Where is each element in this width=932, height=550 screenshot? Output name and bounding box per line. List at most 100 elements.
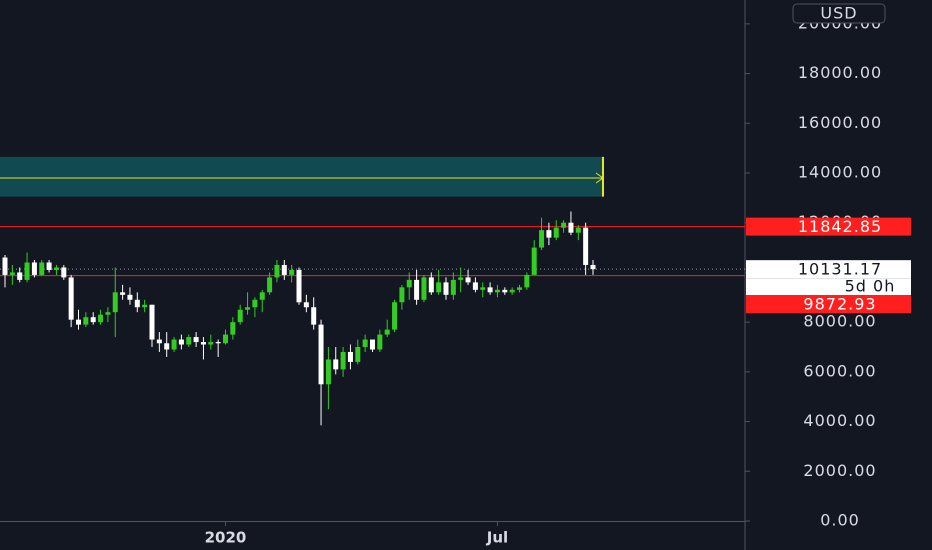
- candle-body: [362, 339, 368, 348]
- candle-body: [90, 317, 96, 323]
- y-tick-label: 16000.00: [798, 113, 882, 132]
- candle-body: [340, 351, 346, 370]
- candle-body: [421, 277, 427, 300]
- price-line-label: 11842.85: [798, 217, 882, 236]
- candle-body: [347, 351, 353, 362]
- candle-body: [296, 269, 302, 303]
- candle-body: [120, 292, 126, 295]
- candle-body: [355, 347, 361, 362]
- candle-body: [223, 334, 228, 344]
- candle-body: [17, 272, 23, 280]
- candle-body: [311, 307, 317, 325]
- candle-body: [392, 302, 398, 330]
- x-tick-label: Jul: [486, 529, 508, 547]
- candle-body: [436, 282, 442, 293]
- price-line-label-box: [746, 217, 911, 236]
- candle-body: [428, 277, 434, 293]
- candle-body: [517, 287, 522, 290]
- candle-body: [259, 292, 265, 300]
- candle-body: [252, 299, 258, 308]
- y-tick-label: 4000.00: [803, 411, 876, 430]
- candle-body: [590, 264, 596, 270]
- candle-body: [39, 262, 45, 275]
- price-line-label-box: [746, 295, 911, 314]
- candle-body: [450, 279, 456, 295]
- candle-body: [472, 282, 478, 290]
- y-tick-label: 0.00: [820, 511, 860, 530]
- last-price-label: 10131.17: [798, 260, 882, 279]
- candle-body: [127, 294, 133, 300]
- candle-body: [46, 262, 52, 270]
- candle-body: [149, 304, 155, 340]
- candle-body: [531, 247, 537, 275]
- candle-body: [333, 359, 339, 370]
- candle-body: [494, 289, 500, 293]
- candle-body: [575, 227, 581, 233]
- candle-body: [193, 337, 199, 343]
- candle-body: [98, 314, 104, 323]
- candle-body: [553, 227, 559, 238]
- candle-body: [568, 222, 574, 233]
- candle-body: [156, 339, 162, 344]
- candle-body: [68, 277, 74, 320]
- candle-body: [61, 267, 67, 278]
- y-tick-label: 14000.00: [798, 163, 882, 182]
- candle-body: [267, 277, 273, 293]
- y-tick-label: 8000.00: [803, 312, 876, 331]
- candle-body: [9, 272, 15, 275]
- candle-body: [24, 262, 30, 280]
- candle-body: [480, 287, 486, 290]
- candle-body: [31, 262, 37, 275]
- candle-body: [502, 289, 508, 293]
- candle-body: [134, 299, 140, 308]
- candle-body: [524, 274, 530, 288]
- candle-body: [208, 342, 214, 345]
- candle-body: [171, 339, 177, 350]
- price-zone: [0, 156, 603, 197]
- candle-body: [164, 343, 170, 350]
- candle-body: [237, 309, 243, 323]
- candle-body: [377, 334, 383, 350]
- candle-body: [458, 277, 464, 280]
- candle-body: [370, 339, 375, 350]
- y-tick-label: 6000.00: [803, 361, 876, 380]
- candle-body: [112, 292, 118, 313]
- price-line-label: 9872.93: [803, 295, 876, 314]
- currency-button[interactable]: [792, 3, 886, 24]
- candle-body: [215, 342, 221, 344]
- candle-body: [443, 282, 449, 295]
- currency-label[interactable]: USD: [820, 4, 857, 23]
- candle-body: [303, 302, 309, 308]
- candle-body: [245, 307, 251, 310]
- candle-body: [399, 287, 405, 303]
- candle-body: [230, 322, 236, 335]
- candle-body: [325, 359, 331, 385]
- candle-body: [289, 269, 295, 275]
- candle-body: [186, 337, 192, 345]
- candle-body: [178, 339, 184, 345]
- y-tick-label: 18000.00: [798, 63, 882, 82]
- last-price-label-box: [746, 260, 911, 279]
- y-tick-label: 2000.00: [803, 461, 876, 480]
- candle-body: [561, 222, 567, 228]
- candle-body: [281, 264, 287, 275]
- candle-body: [465, 277, 471, 283]
- candle-body: [105, 312, 111, 315]
- candle-body: [406, 279, 412, 288]
- candle-body: [583, 227, 589, 265]
- candle-body: [142, 304, 148, 308]
- candle-body: [2, 257, 8, 275]
- candle-body: [53, 267, 59, 270]
- candle-body: [546, 230, 552, 238]
- candle-body: [274, 264, 280, 278]
- candle-body: [414, 279, 420, 300]
- countdown: 5d 0h: [845, 277, 896, 296]
- x-tick-label: 2020: [205, 529, 247, 547]
- candle-body: [200, 342, 206, 345]
- candle-body: [509, 289, 515, 293]
- candle-body: [487, 287, 493, 293]
- candle-body: [76, 319, 81, 325]
- candle-body: [539, 230, 545, 248]
- candle-body: [384, 329, 390, 335]
